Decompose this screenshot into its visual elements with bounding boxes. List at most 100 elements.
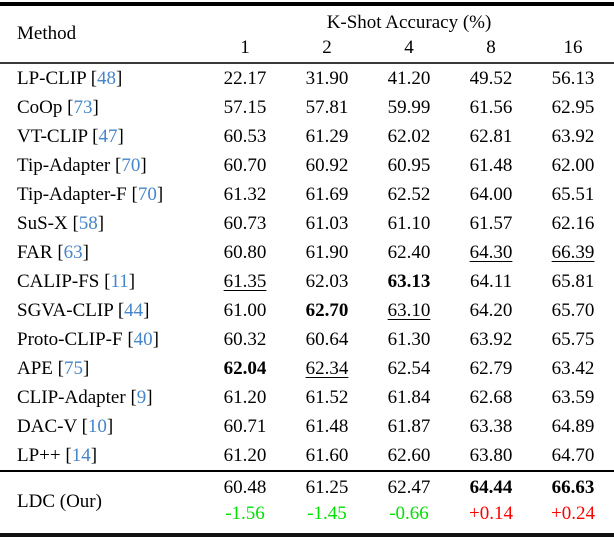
accuracy-value: 60.64 [305, 329, 349, 350]
cite-close-bracket: ] [128, 271, 136, 292]
ours-accuracy-value: 61.25 [305, 477, 349, 498]
method-name: CLIP-Adapter [17, 387, 131, 408]
accuracy-value: 49.52 [469, 68, 513, 89]
cite-number: 70 [121, 155, 141, 176]
accuracy-value: 64.70 [551, 445, 595, 466]
table-row: FAR [63] 60.80 61.90 62.40 64.30 66.39 [0, 238, 614, 267]
citation-link[interactable]: [9] [130, 387, 152, 408]
accuracy-value: 22.17 [223, 68, 267, 89]
cite-open-bracket: [ [65, 445, 72, 466]
method-name: CALIP-FS [17, 271, 105, 292]
ours-method-name: LDC (Our) [17, 491, 102, 512]
accuracy-value: 41.20 [387, 68, 431, 89]
accuracy-value: 64.20 [469, 300, 513, 321]
ours-column: 64.44 +0.14 [450, 473, 532, 531]
cite-number: 9 [136, 387, 147, 408]
accuracy-value: 60.95 [387, 155, 431, 176]
accuracy-value: 61.10 [387, 213, 431, 234]
cite-close-bracket: ] [106, 416, 114, 437]
citation-link[interactable]: [70] [132, 184, 164, 205]
shot-count-header: 16 [563, 37, 583, 58]
table-body: LP-CLIP [48] 22.17 31.90 41.20 49.52 56.13 C… [0, 64, 614, 470]
shot-count-headers: 1 2 4 8 16 [204, 36, 614, 62]
accuracy-value: 61.84 [387, 387, 431, 408]
accuracy-value: 63.10 [387, 300, 431, 321]
citation-link[interactable]: [47] [92, 126, 124, 147]
accuracy-value: 59.99 [387, 97, 431, 118]
accuracy-value: 62.95 [551, 97, 595, 118]
ours-delta-value: +0.24 [551, 503, 595, 524]
accuracy-value: 62.60 [387, 445, 431, 466]
shot-count-header: 2 [322, 37, 332, 58]
accuracy-value: 60.71 [223, 416, 267, 437]
citation-link[interactable]: [63] [57, 242, 89, 263]
table-row: LP-CLIP [48] 22.17 31.90 41.20 49.52 56.13 [0, 64, 614, 93]
accuracy-value: 61.32 [223, 184, 267, 205]
accuracy-value: 63.13 [387, 271, 431, 292]
accuracy-value: 61.69 [305, 184, 349, 205]
cite-close-bracket: ] [116, 68, 123, 89]
cite-number: 10 [87, 416, 107, 437]
table-bottom-rule [0, 533, 614, 537]
cite-number: 11 [110, 271, 129, 292]
accuracy-value: 65.70 [551, 300, 595, 321]
accuracy-value: 65.75 [551, 329, 595, 350]
accuracy-value: 62.81 [469, 126, 513, 147]
cite-close-bracket: ] [90, 445, 98, 466]
method-cell: SuS-X [58] [0, 209, 204, 238]
accuracy-value: 61.20 [223, 445, 267, 466]
citation-link[interactable]: [10] [82, 416, 114, 437]
citation-link[interactable]: [73] [67, 97, 99, 118]
accuracy-value: 61.52 [305, 387, 349, 408]
accuracy-value: 63.42 [551, 358, 595, 379]
accuracy-value: 61.30 [387, 329, 431, 350]
accuracy-value: 60.80 [223, 242, 267, 263]
cite-open-bracket: [ [72, 213, 79, 234]
cite-open-bracket: [ [117, 300, 125, 321]
accuracy-value: 61.03 [305, 213, 349, 234]
accuracy-value: 62.03 [305, 271, 349, 292]
citation-link[interactable]: [58] [72, 213, 104, 234]
ours-column: 61.25 -1.45 [286, 473, 368, 531]
accuracy-value: 61.60 [305, 445, 349, 466]
accuracy-value: 61.57 [469, 213, 513, 234]
table-top-rule [0, 2, 614, 6]
method-name: SuS-X [17, 213, 73, 234]
citation-link[interactable]: [11] [104, 271, 135, 292]
table-row: SuS-X [58] 60.73 61.03 61.10 61.57 62.16 [0, 209, 614, 238]
citation-link[interactable]: [48] [91, 68, 123, 89]
accuracy-value: 61.35 [223, 271, 267, 292]
cite-number: 73 [73, 97, 93, 118]
ours-accuracy-value: 60.48 [223, 477, 267, 498]
citation-link[interactable]: [14] [65, 445, 97, 466]
accuracy-value: 61.87 [387, 416, 431, 437]
citation-link[interactable]: [70] [115, 155, 147, 176]
kshot-header-area: K-Shot Accuracy (%) 1 2 4 8 16 [204, 6, 614, 62]
cite-open-bracket: [ [57, 358, 64, 379]
accuracy-value: 57.15 [223, 97, 267, 118]
cite-close-bracket: ] [156, 184, 164, 205]
citation-link[interactable]: [75] [58, 358, 90, 379]
cite-open-bracket: [ [130, 387, 137, 408]
accuracy-value: 62.04 [223, 358, 267, 379]
cite-close-bracket: ] [117, 126, 124, 147]
method-name: APE [17, 358, 58, 379]
accuracy-value: 66.39 [551, 242, 595, 263]
cite-close-bracket: ] [152, 329, 159, 350]
table-row: CALIP-FS [11] 61.35 62.03 63.13 64.11 65.81 [0, 267, 614, 296]
method-cell: LP++ [14] [0, 441, 204, 470]
ours-delta-value: -1.45 [307, 503, 347, 524]
method-name: FAR [17, 242, 58, 263]
citation-link[interactable]: [44] [118, 300, 150, 321]
table-row: VT-CLIP [47] 60.53 61.29 62.02 62.81 63.92 [0, 122, 614, 151]
accuracy-value: 65.51 [551, 184, 595, 205]
ours-row: LDC (Our) 60.48 -1.56 61.25 -1.45 62.47 … [0, 472, 614, 531]
table-row: CLIP-Adapter [9] 61.20 61.52 61.84 62.68 63.… [0, 383, 614, 412]
cite-close-bracket: ] [82, 242, 89, 263]
accuracy-value: 61.56 [469, 97, 513, 118]
cite-open-bracket: [ [90, 68, 98, 89]
citation-link[interactable]: [40] [127, 329, 159, 350]
cite-open-bracket: [ [104, 271, 111, 292]
table-row: Tip-Adapter [70] 60.70 60.92 60.95 61.48 62.… [0, 151, 614, 180]
